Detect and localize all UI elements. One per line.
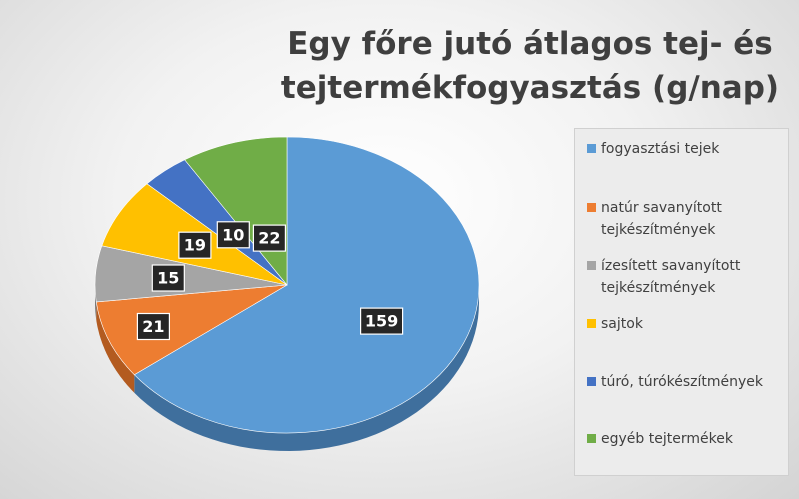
data-labels: 159 21 15 19 10 22 xyxy=(136,221,404,341)
legend-label: egyéb tejtermékek xyxy=(601,431,733,447)
legend-label-line-2: tejkészítmények xyxy=(601,222,716,238)
legend-swatch xyxy=(587,261,596,270)
data-label: 15 xyxy=(151,264,185,292)
data-label-text: 15 xyxy=(157,269,179,288)
data-label: 10 xyxy=(216,221,250,249)
legend-item-fogyasztasi-tejek: fogyasztási tejek xyxy=(587,138,787,160)
legend-item-egyeb-tejtermekek: egyéb tejtermékek xyxy=(587,428,787,450)
legend-swatch xyxy=(587,319,596,328)
data-label-box xyxy=(178,231,212,259)
chart-title: Egy főre jutó átlagos tej- és tejtermékf… xyxy=(270,22,790,110)
data-label: 21 xyxy=(136,312,170,341)
pie-slices xyxy=(94,136,480,434)
data-label: 159 xyxy=(360,307,404,335)
data-label-text: 159 xyxy=(365,312,398,331)
legend-item-izesitett-savanyitott: ízesített savanyított tejkészítmények xyxy=(587,255,787,299)
legend-swatch xyxy=(587,144,596,153)
data-label-text: 10 xyxy=(222,225,244,244)
pie-slice-1 xyxy=(95,284,288,376)
data-label-box xyxy=(151,264,185,292)
pie-side-2 xyxy=(95,285,97,320)
data-label-box xyxy=(136,312,170,341)
pie-side-1 xyxy=(96,302,135,393)
legend-swatch xyxy=(587,203,596,212)
data-label-text: 21 xyxy=(142,317,164,336)
legend-item-natur-savanyitott: natúr savanyított tejkészítmények xyxy=(587,197,787,241)
chart-title-line-1: Egy főre jutó átlagos tej- és xyxy=(287,26,773,62)
legend-label: sajtok xyxy=(601,316,643,332)
pie-side-0 xyxy=(134,285,480,451)
legend-label-line-2: tejkészítmények xyxy=(601,280,716,296)
data-label-text: 19 xyxy=(184,236,206,255)
legend-swatch xyxy=(587,377,596,386)
legend-item-turo: túró, túrókészítmények xyxy=(587,371,787,393)
legend-label: ízesített savanyított xyxy=(601,258,741,274)
data-label-text: 22 xyxy=(258,229,280,248)
legend-label: natúr savanyított xyxy=(601,200,722,216)
legend: fogyasztási tejek natúr savanyított tejk… xyxy=(574,128,789,476)
legend-label: fogyasztási tejek xyxy=(601,141,720,157)
data-label-box xyxy=(216,221,250,249)
data-label-box xyxy=(252,224,286,252)
pie-slice-0 xyxy=(133,136,480,434)
data-label-box xyxy=(360,307,404,335)
chart-title-line-2: tejtermékfogyasztás (g/nap) xyxy=(280,70,780,106)
data-label: 22 xyxy=(252,224,286,252)
legend-swatch xyxy=(587,434,596,443)
legend-item-sajtok: sajtok xyxy=(587,313,787,335)
data-label: 19 xyxy=(178,231,212,259)
pie-side-walls xyxy=(95,285,480,451)
legend-label: túró, túrókészítmények xyxy=(601,374,764,390)
